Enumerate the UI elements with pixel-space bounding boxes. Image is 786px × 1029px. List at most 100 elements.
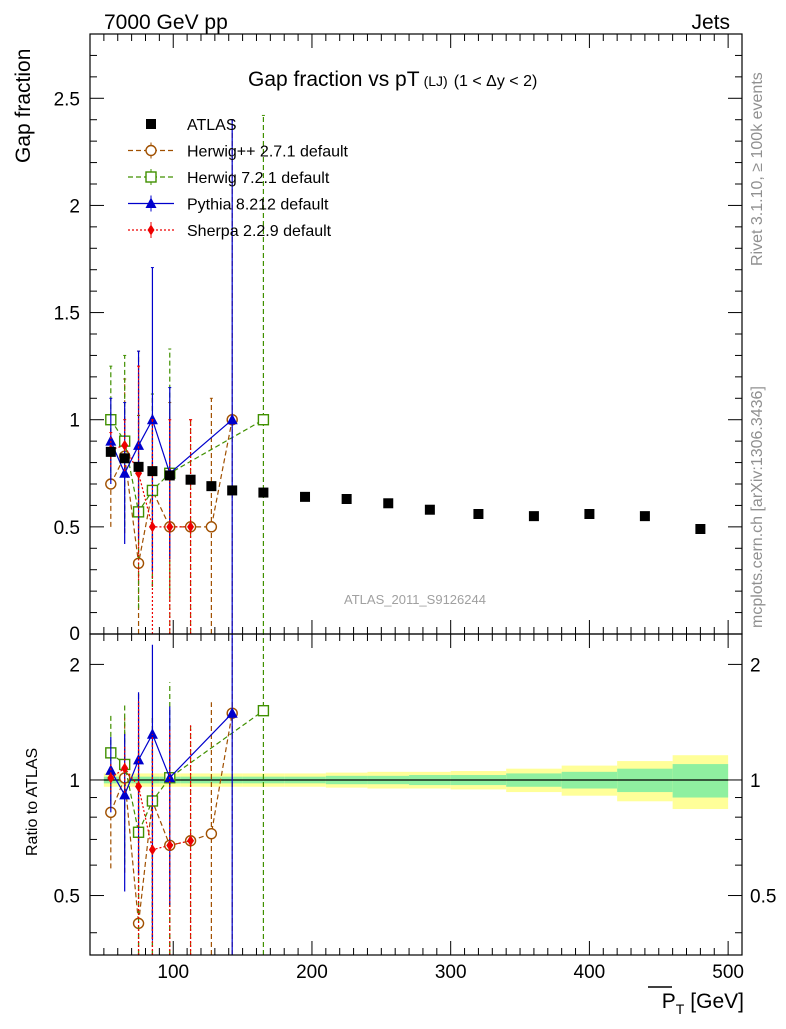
axis-tick-labels: 100 200 300 400 500 0.5 1 1.5 2 2.5 0 0.5 0.5 1 1 2 2	[54, 89, 777, 983]
x-tick-label: 100	[157, 962, 189, 983]
ratio-frame	[89, 633, 743, 956]
y-tick-label-zero: 0	[69, 624, 80, 645]
x-tick-label: 500	[712, 962, 744, 983]
legend-entry-2: Herwig 7.2.1 default	[128, 169, 330, 187]
marker-ratio	[121, 762, 129, 774]
marker-main	[257, 414, 270, 426]
marker-ratio	[205, 827, 218, 840]
series-line-ratio	[110, 710, 264, 835]
atlas-point	[258, 487, 269, 498]
y-tick-label: 2	[69, 196, 80, 217]
atlas-point	[185, 474, 196, 485]
ratio-y-tick-label-right: 2	[750, 655, 761, 676]
marker-main	[105, 435, 117, 446]
marker-main	[133, 439, 145, 450]
x-tick-label: 400	[574, 962, 606, 983]
marker-main	[205, 521, 218, 533]
y-axis-label: Gap fraction	[12, 49, 35, 163]
legend-label: Herwig 7.2.1 default	[187, 170, 330, 187]
legend: ATLAS Herwig++ 2.7.1 default Herwig 7.2.1 …	[128, 117, 349, 240]
mc-series	[105, 114, 270, 955]
atlas-point	[383, 498, 394, 509]
atlas-point	[119, 453, 130, 464]
atlas-point	[147, 466, 158, 477]
series-line-ratio	[110, 767, 191, 851]
legend-label: Herwig++ 2.7.1 default	[187, 144, 349, 161]
marker-ratio	[187, 835, 195, 847]
marker-ratio	[146, 728, 158, 739]
series-0	[105, 119, 238, 955]
y-tick-label: 1	[69, 411, 80, 432]
legend-entry-4: Sherpa 2.2.9 default	[128, 222, 332, 240]
y-tick-label: 0.5	[54, 518, 80, 539]
series-1	[105, 114, 270, 955]
marker-ratio	[164, 771, 176, 783]
series-line-main	[110, 418, 233, 475]
marker-ratio	[257, 704, 270, 717]
atlas-point	[133, 461, 144, 472]
ratio-y-tick-label-left: 0.5	[54, 887, 80, 908]
legend-marker	[145, 197, 157, 208]
atlas-point	[341, 494, 352, 504]
series-line-ratio	[110, 713, 233, 924]
header-right: Jets	[691, 11, 730, 34]
atlas-point	[206, 481, 217, 492]
marker-ratio	[226, 707, 238, 718]
marker-ratio	[148, 844, 156, 856]
legend-marker	[145, 171, 157, 183]
atlas-point	[105, 446, 116, 457]
side-label-rivet: Rivet 3.1.10, ≥ 100k events	[749, 72, 766, 266]
y-tick-label: 2.5	[54, 89, 80, 110]
ratio-y-tick-label-left: 2	[69, 655, 80, 676]
atlas-point	[528, 511, 539, 522]
marker-main	[146, 413, 158, 425]
marker-main	[121, 439, 129, 451]
atlas-point	[424, 504, 435, 515]
marker-main	[119, 467, 131, 478]
atlas-point	[584, 509, 595, 519]
chart-title: Gap fraction vs pT (LJ) (1 < Δy < 2)	[248, 68, 537, 91]
legend-marker	[145, 144, 157, 157]
atlas-point	[164, 470, 175, 481]
atlas-point	[473, 509, 484, 519]
atlas-point	[695, 524, 706, 534]
marker-ratio	[133, 753, 145, 765]
x-tick-label: 300	[435, 962, 467, 983]
atlas-point	[639, 511, 650, 522]
marker-main	[166, 521, 174, 533]
atlas-point	[300, 491, 311, 502]
marker-ratio	[166, 839, 174, 851]
ratio-y-tick-label-left: 1	[69, 771, 80, 792]
ratio-y-axis-label: Ratio to ATLAS	[24, 748, 41, 856]
series-line-ratio	[110, 712, 233, 797]
legend-entry-1: Herwig++ 2.7.1 default	[128, 142, 349, 161]
legend-marker	[147, 224, 155, 236]
y-tick-label: 1.5	[54, 304, 80, 325]
atlas-data	[105, 446, 706, 534]
atlas-uncertainty-band	[103, 755, 729, 810]
series-2	[105, 119, 238, 955]
watermark: ATLAS_2011_S9126244	[344, 592, 486, 607]
x-tick-label: 200	[296, 962, 328, 983]
marker-main	[226, 413, 238, 425]
legend-label: Pythia 8.212 default	[187, 197, 329, 214]
band-inner-17	[672, 764, 729, 798]
legend-entry-0: ATLAS	[146, 117, 237, 134]
legend-marker	[146, 119, 156, 129]
marker-ratio	[119, 788, 131, 800]
header-left: 7000 GeV pp	[104, 11, 228, 34]
side-label-mcplots: mcplots.cern.ch [arXiv:1306.3436]	[749, 386, 766, 628]
legend-label: Sherpa 2.2.9 default	[187, 223, 332, 240]
marker-ratio	[135, 781, 143, 793]
ratio-y-tick-label-right: 1	[750, 771, 761, 792]
marker-ratio	[107, 772, 115, 784]
ratio-y-tick-label-right: 0.5	[750, 887, 776, 908]
x-axis-label: PT [GeV]	[662, 990, 744, 1017]
marker-main	[148, 521, 156, 533]
legend-label: ATLAS	[187, 117, 237, 134]
axis-ticks	[90, 34, 742, 955]
marker-main	[187, 521, 195, 533]
atlas-point	[227, 485, 238, 496]
